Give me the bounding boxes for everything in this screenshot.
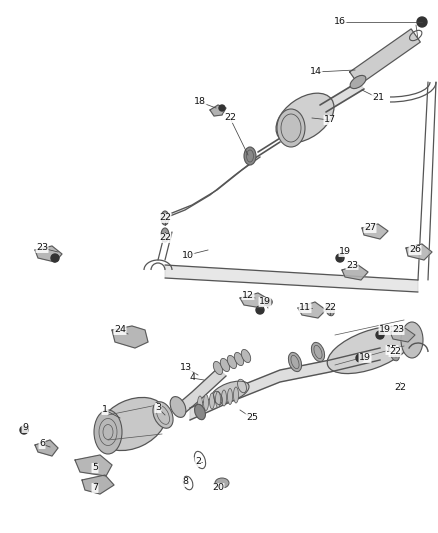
Ellipse shape xyxy=(220,358,230,372)
Ellipse shape xyxy=(215,392,220,408)
Ellipse shape xyxy=(276,93,334,143)
Circle shape xyxy=(256,306,264,314)
Circle shape xyxy=(51,254,59,262)
Text: 5: 5 xyxy=(92,464,98,472)
Ellipse shape xyxy=(241,350,251,362)
Text: 24: 24 xyxy=(114,326,126,335)
Text: 16: 16 xyxy=(334,18,346,27)
Text: 3: 3 xyxy=(155,403,161,413)
Polygon shape xyxy=(75,455,112,476)
Text: 20: 20 xyxy=(212,483,224,492)
Text: 2: 2 xyxy=(195,457,201,466)
Text: 26: 26 xyxy=(409,246,421,254)
Polygon shape xyxy=(82,475,114,494)
Text: 14: 14 xyxy=(310,68,322,77)
Ellipse shape xyxy=(215,478,229,488)
Text: 22: 22 xyxy=(159,233,171,243)
Circle shape xyxy=(264,298,272,306)
Ellipse shape xyxy=(94,410,122,454)
Circle shape xyxy=(219,105,225,111)
Polygon shape xyxy=(350,29,420,85)
Text: 11: 11 xyxy=(299,303,311,312)
Text: 10: 10 xyxy=(182,251,194,260)
Ellipse shape xyxy=(98,398,166,450)
Ellipse shape xyxy=(170,397,186,417)
Ellipse shape xyxy=(350,75,366,88)
Text: 19: 19 xyxy=(259,297,271,306)
Text: 25: 25 xyxy=(246,414,258,423)
Text: 4: 4 xyxy=(189,374,195,383)
Text: 9: 9 xyxy=(22,424,28,432)
Text: 7: 7 xyxy=(92,483,98,492)
Polygon shape xyxy=(406,244,432,260)
Text: 19: 19 xyxy=(379,326,391,335)
Polygon shape xyxy=(165,157,260,218)
Circle shape xyxy=(336,254,344,262)
Polygon shape xyxy=(320,82,364,112)
Polygon shape xyxy=(210,105,226,116)
Text: 21: 21 xyxy=(372,93,384,102)
Circle shape xyxy=(20,426,28,434)
Text: 27: 27 xyxy=(364,223,376,232)
Text: 19: 19 xyxy=(359,353,371,362)
Ellipse shape xyxy=(194,405,205,419)
Polygon shape xyxy=(178,368,226,412)
Text: 19: 19 xyxy=(339,247,351,256)
Ellipse shape xyxy=(277,109,305,147)
Text: 22: 22 xyxy=(324,303,336,312)
Polygon shape xyxy=(165,265,418,292)
Ellipse shape xyxy=(213,361,223,375)
Ellipse shape xyxy=(326,304,334,316)
Ellipse shape xyxy=(311,342,325,361)
Ellipse shape xyxy=(391,349,399,361)
Text: 8: 8 xyxy=(182,478,188,487)
Polygon shape xyxy=(390,328,415,342)
Ellipse shape xyxy=(161,211,169,225)
Polygon shape xyxy=(35,440,58,456)
Text: 13: 13 xyxy=(180,364,192,373)
Ellipse shape xyxy=(401,322,423,358)
Circle shape xyxy=(376,331,384,339)
Ellipse shape xyxy=(161,228,169,242)
Text: 23: 23 xyxy=(346,261,358,270)
Polygon shape xyxy=(342,265,368,280)
Text: 22: 22 xyxy=(224,114,236,123)
Ellipse shape xyxy=(234,352,244,366)
Text: 23: 23 xyxy=(392,326,404,335)
Circle shape xyxy=(417,17,427,27)
Text: 22: 22 xyxy=(394,384,406,392)
Ellipse shape xyxy=(227,389,233,405)
Ellipse shape xyxy=(227,356,237,368)
Polygon shape xyxy=(190,348,380,420)
Ellipse shape xyxy=(233,387,239,403)
Text: 22: 22 xyxy=(159,214,171,222)
Text: 1: 1 xyxy=(102,406,108,415)
Circle shape xyxy=(356,354,364,362)
Text: 6: 6 xyxy=(39,440,45,448)
Polygon shape xyxy=(362,224,388,239)
Polygon shape xyxy=(112,326,148,348)
Ellipse shape xyxy=(288,352,302,372)
Text: 23: 23 xyxy=(36,244,48,253)
Ellipse shape xyxy=(244,147,256,165)
Text: 12: 12 xyxy=(242,290,254,300)
Text: 22: 22 xyxy=(389,348,401,357)
Polygon shape xyxy=(35,246,62,262)
Text: 18: 18 xyxy=(194,98,206,107)
Ellipse shape xyxy=(209,393,215,409)
Text: 15: 15 xyxy=(386,345,398,354)
Ellipse shape xyxy=(153,402,173,428)
Ellipse shape xyxy=(327,326,413,374)
Polygon shape xyxy=(298,302,326,318)
Polygon shape xyxy=(240,293,270,308)
Text: 17: 17 xyxy=(324,116,336,125)
Ellipse shape xyxy=(211,381,249,403)
Ellipse shape xyxy=(198,396,202,412)
Ellipse shape xyxy=(204,394,208,410)
Ellipse shape xyxy=(222,390,226,406)
